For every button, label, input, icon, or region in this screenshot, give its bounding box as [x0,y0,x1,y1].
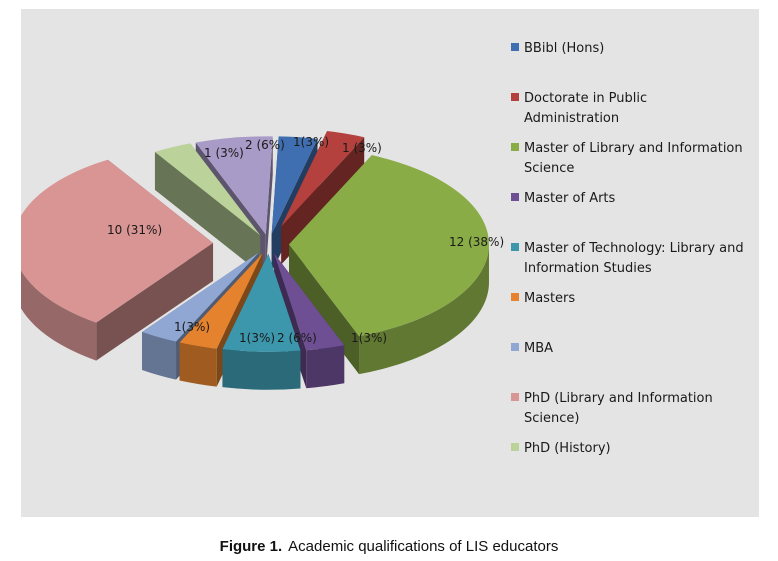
legend-label-line: MBA [524,341,554,356]
legend-label-line: Master of Technology: Library and [524,241,744,256]
pie-data-label: 1(3%) [293,135,329,149]
pie-slice [274,253,345,351]
pie-slice [281,130,365,227]
legend-swatch [511,143,519,151]
pie-chart: 1(3%) 1 (3%)12 (38%)1(3%)2 (6%)1(3%)1(3%)… [21,130,504,390]
caption-text: Academic qualifications of LIS educators [288,538,559,555]
legend-swatch [511,43,519,51]
pie-data-label: 12 (38%) [449,235,504,249]
legend-swatch [511,393,519,401]
pie-data-label: 1(3%) [174,320,210,334]
legend-swatch [511,193,519,201]
pie-data-label: 1(3%) [239,331,275,345]
chart-area: 1(3%) 1 (3%) 12 (38%) 1(3%) 2 (6%) 1(3%) 1(3%)… [21,9,759,517]
pie-slice-wall [154,151,261,274]
legend-label-line: Master of Arts [524,191,616,206]
pie-slice-edge [142,332,177,380]
pie-slice-wall [265,136,273,273]
legend-label: Masters [524,289,756,309]
pie-slice-wall [96,243,214,361]
pie-slice-edge [359,244,489,375]
pie-data-label: 1 (3%) [204,146,244,160]
legend-label: MBA [524,339,756,359]
legend-label: Master of Library and Information Science [524,139,756,179]
pie-slice-edge [179,342,217,387]
figure-caption: Figure 1. Academic qualifications of LIS … [0,538,778,555]
legend-label-line: Administration [524,111,620,126]
legend-label-line: Science [524,161,575,176]
pie-slice [179,253,263,349]
legend-label-line: PhD (History) [524,441,611,456]
legend-swatch [511,343,519,351]
pie-data-label: 1(3%) [351,331,387,345]
legend-label: Master of Arts [524,189,756,209]
legend-label-line: Science) [524,411,580,426]
legend-label: PhD (Library and Information Science) [524,389,756,429]
pie-data-label: 2 (6%) [245,138,285,152]
legend-label: Master of Technology: Library and Informa… [524,239,756,279]
pie-slice [195,136,273,235]
legend-swatch [511,443,519,451]
pie-slice [21,159,214,323]
pie-slice-edge [21,270,97,361]
legend-swatch [511,243,519,251]
pie-slice [142,252,259,342]
legend-label: BBibl (Hons) [524,39,756,59]
legend-swatch [511,293,519,301]
pie-slice [154,143,261,236]
legend-label: PhD (History) [524,439,756,459]
legend-label-line: Master of Library and Information [524,141,743,156]
caption-label: Figure 1. [219,538,283,555]
pie-slice [222,253,301,352]
legend-label: Doctorate in Public Administration [524,89,756,129]
pie-slice [288,155,489,337]
legend-label-line: Information Studies [524,261,652,276]
pie-slice-tops [21,130,489,352]
pie-slice-edge [306,345,345,389]
pie-slice [271,136,318,235]
legend-label-line: BBibl (Hons) [524,41,605,56]
pie-data-label: 10 (31%) [107,223,162,237]
pie-slice-wall [288,244,360,375]
legend-label-line: Masters [524,291,576,306]
pie-slice-edge [222,349,301,390]
pie-data-labels: 1(3%) 1 (3%)12 (38%)1(3%)2 (6%)1(3%)1(3%)… [107,135,504,345]
pie-data-label: 1 (3%) [342,141,382,155]
pie-data-label: 2 (6%) [277,331,317,345]
legend-swatch [511,93,519,101]
legend-label-line: PhD (Library and Information [524,391,713,406]
legend-label-line: Doctorate in Public [524,91,648,106]
